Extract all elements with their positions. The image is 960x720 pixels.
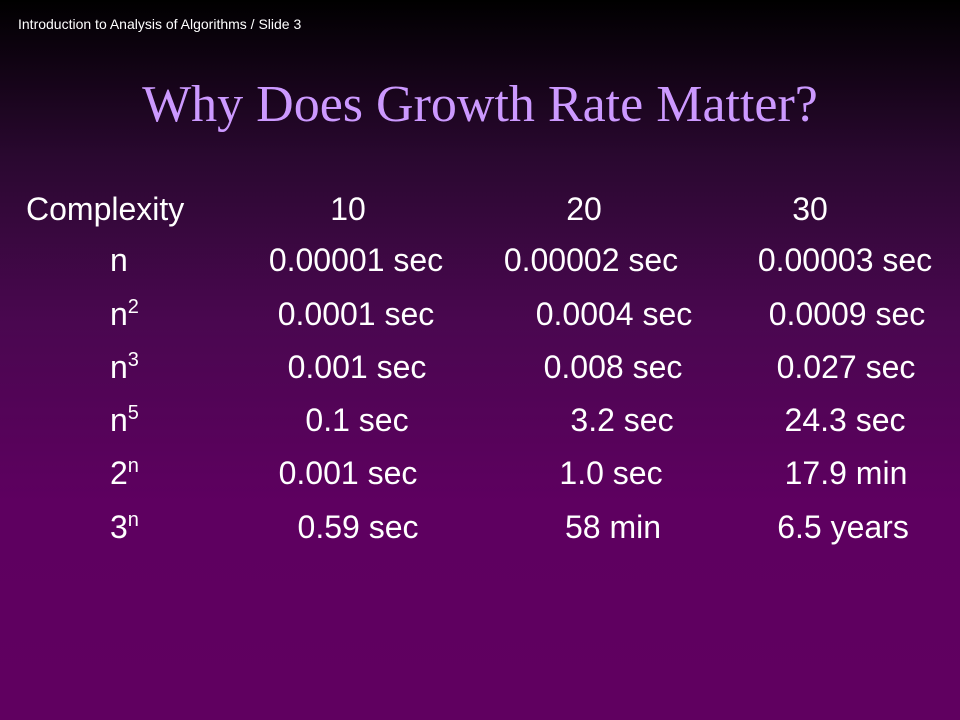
slide-header: Introduction to Analysis of Algorithms /… xyxy=(18,16,302,32)
cell-n3-30: 0.027 sec xyxy=(776,349,916,385)
cell-n3-10: 0.001 sec xyxy=(287,349,427,385)
cell-n2-30: 0.0009 sec xyxy=(768,296,926,332)
cell-n5-20: 3.2 sec xyxy=(570,402,674,438)
cell-n5-30: 24.3 sec xyxy=(784,402,906,438)
slide-title: Why Does Growth Rate Matter? xyxy=(142,76,818,133)
row-label-n3-exponent: 3 xyxy=(127,349,139,371)
cell-n-30: 0.00003 sec xyxy=(757,242,933,278)
cell-n2-20: 0.0004 sec xyxy=(535,296,693,332)
row-label-n5-exponent: 5 xyxy=(127,402,139,424)
cell-3n-10: 0.59 sec xyxy=(297,509,419,545)
row-label-2n: 2n xyxy=(110,455,139,491)
complexity-header-label: Complexity xyxy=(26,191,185,227)
row-label-n2: n2 xyxy=(110,296,139,332)
column-header-30: 30 xyxy=(792,191,828,227)
row-label-3n: 3n xyxy=(110,509,139,545)
cell-n2-10: 0.0001 sec xyxy=(277,296,435,332)
row-label-n5: n5 xyxy=(110,402,139,438)
row-label-n3: n3 xyxy=(110,349,139,385)
cell-2n-30: 17.9 min xyxy=(784,455,908,491)
cell-2n-10: 0.001 sec xyxy=(278,455,418,491)
cell-n-20: 0.00002 sec xyxy=(503,242,679,278)
row-label-n: n xyxy=(110,242,128,278)
cell-n5-10: 0.1 sec xyxy=(305,402,409,438)
row-label-n2-exponent: 2 xyxy=(127,296,139,318)
cell-3n-20: 58 min xyxy=(564,509,662,545)
cell-3n-30: 6.5 years xyxy=(777,509,909,545)
cell-n3-20: 0.008 sec xyxy=(543,349,683,385)
cell-n-10: 0.00001 sec xyxy=(268,242,444,278)
row-label-2n-exponent: n xyxy=(127,455,139,477)
column-header-10: 10 xyxy=(330,191,366,227)
column-header-20: 20 xyxy=(566,191,602,227)
row-label-3n-exponent: n xyxy=(127,509,139,531)
cell-2n-20: 1.0 sec xyxy=(559,455,663,491)
